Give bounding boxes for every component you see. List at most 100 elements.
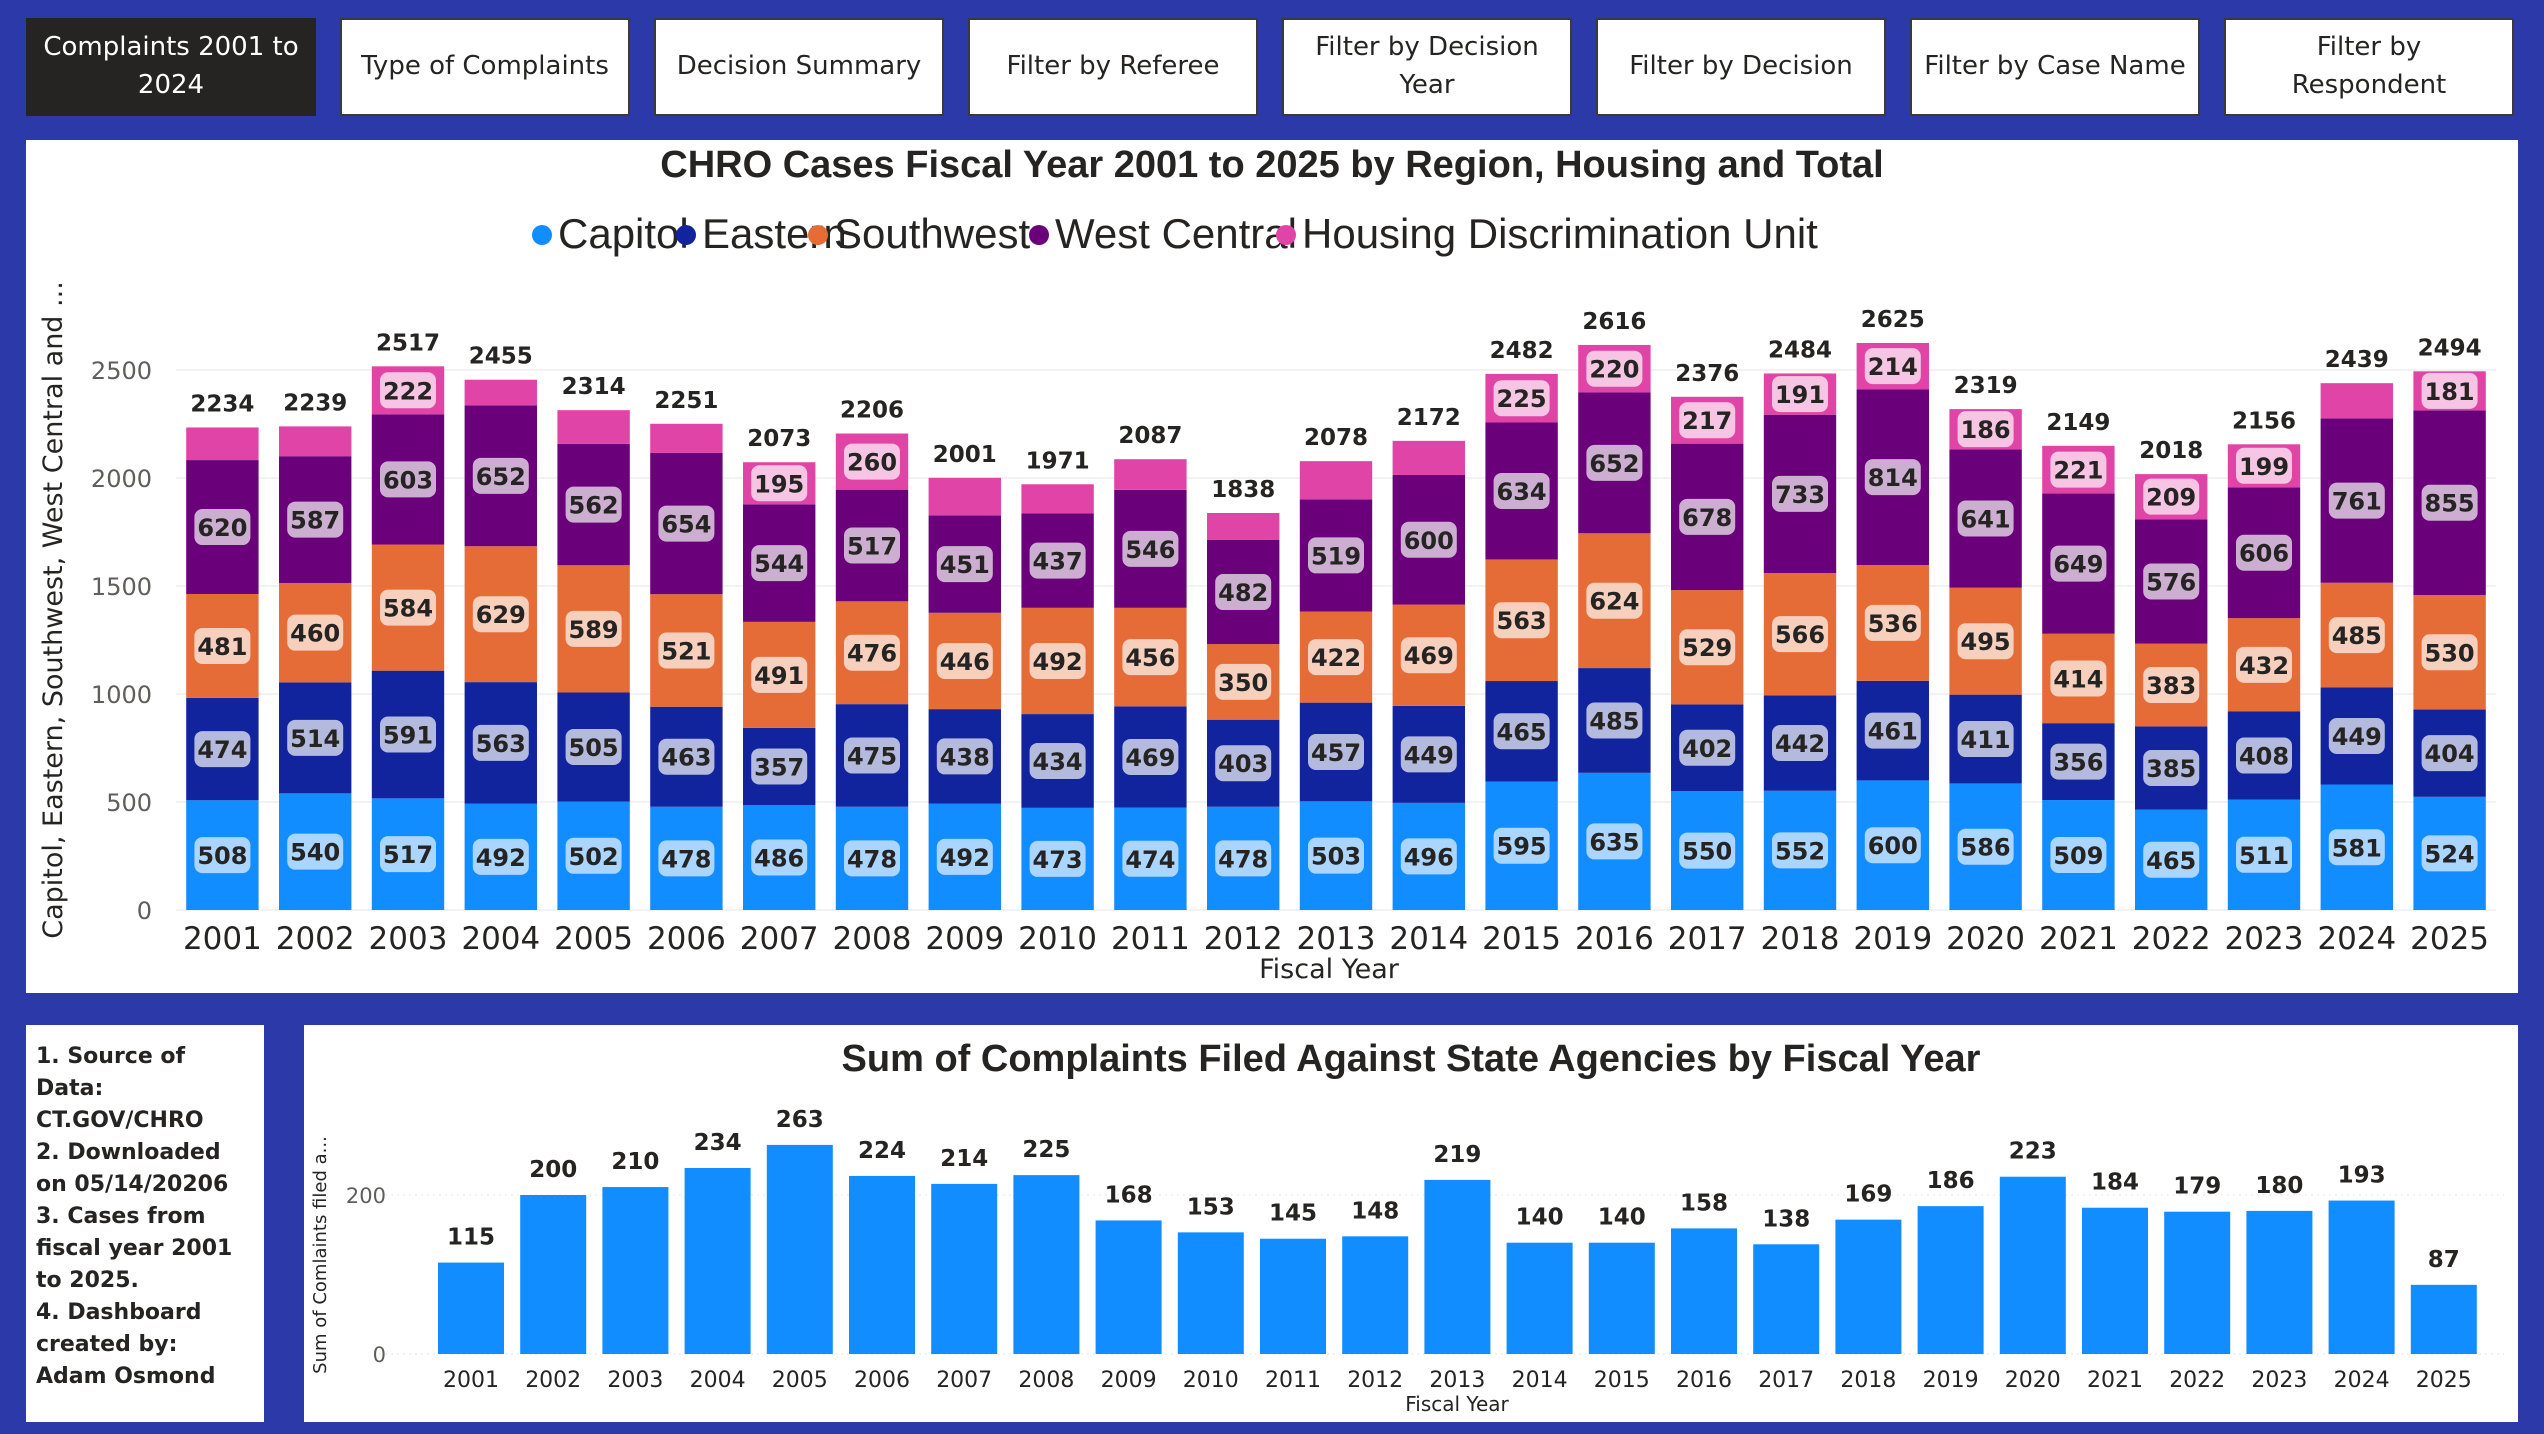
y-axis-label: Sum of Comlaints filed a...	[310, 1136, 331, 1374]
x-tick-label: 2017	[1758, 1368, 1814, 1393]
bar	[2082, 1207, 2148, 1354]
data-label: 402	[1682, 735, 1732, 763]
data-label: 260	[847, 449, 897, 477]
nav-button-complaints-2001-to-2024[interactable]: Complaints 2001 to 2024	[26, 18, 316, 116]
total-label: 2517	[376, 330, 440, 356]
data-label-background	[751, 545, 808, 582]
legend-marker-eastern	[676, 225, 696, 245]
data-label-background	[2236, 836, 2292, 873]
note-line: 3. Cases from fiscal year 2001 to 2025.	[36, 1204, 233, 1293]
nav-button-filter-by-decision-year[interactable]: Filter by Decision Year	[1282, 18, 1572, 116]
data-label-background	[1957, 721, 2014, 758]
total-label: 2073	[747, 426, 811, 452]
data-label: 496	[1404, 843, 1454, 871]
bar	[1671, 1228, 1737, 1354]
data-label-background	[2421, 484, 2478, 521]
data-label: 581	[2332, 834, 2382, 862]
x-tick-label: 2012	[1347, 1368, 1403, 1393]
data-label: 217	[1682, 407, 1732, 435]
data-label-background	[2421, 835, 2478, 872]
bar	[520, 1195, 587, 1354]
total-label: 2001	[933, 442, 997, 468]
legend-label: Housing Discrimination Unit	[1302, 210, 1818, 257]
bar	[2246, 1210, 2313, 1354]
x-tick-label: 2011	[1111, 921, 1190, 957]
x-tick-label: 2009	[925, 921, 1004, 957]
data-label-background	[1215, 745, 1272, 782]
data-label: 634	[1497, 478, 1547, 506]
data-label: 509	[2053, 842, 2103, 870]
data-label: 521	[661, 637, 711, 665]
data-label-background	[565, 837, 622, 874]
bar-segment-housing-discrimination-unit	[186, 427, 259, 461]
data-label: 508	[197, 842, 247, 870]
bar	[1753, 1244, 1820, 1354]
data-label: 193	[2338, 1163, 2386, 1189]
data-label-background	[1772, 832, 1828, 869]
x-tick-label: 2017	[1668, 921, 1747, 957]
data-label: 544	[754, 550, 804, 578]
data-label-background	[936, 738, 993, 775]
data-label-background	[751, 748, 808, 785]
data-label-background	[1215, 663, 1272, 700]
data-label: 414	[2053, 665, 2103, 693]
nav-button-filter-by-referee[interactable]: Filter by Referee	[968, 18, 1258, 116]
data-label: 620	[197, 514, 247, 542]
data-label-background	[1586, 702, 1643, 739]
x-tick-label: 2002	[525, 1368, 581, 1393]
data-label-background	[287, 501, 344, 538]
data-label: 511	[2239, 842, 2289, 870]
data-label-background	[1772, 475, 1828, 512]
data-label-background	[1586, 350, 1643, 387]
data-label-background	[2143, 841, 2200, 878]
data-label: 223	[2009, 1139, 2057, 1165]
x-tick-label: 2008	[1018, 1368, 1074, 1393]
data-label-background	[194, 837, 251, 874]
nav-bar: Complaints 2001 to 2024 Type of Complaint…	[26, 18, 2518, 116]
bar	[1177, 1232, 1244, 1354]
x-tick-label: 2015	[1594, 1368, 1650, 1393]
data-label: 169	[1844, 1182, 1892, 1208]
total-label: 2314	[562, 374, 626, 400]
data-label: 411	[1961, 726, 2011, 754]
data-label-background	[380, 836, 436, 873]
bar	[1588, 1242, 1655, 1354]
bar	[849, 1175, 915, 1354]
x-tick-label: 2007	[936, 1368, 992, 1393]
x-tick-label: 2001	[183, 921, 262, 957]
x-tick-label: 2016	[1676, 1368, 1732, 1393]
total-label: 1838	[1211, 477, 1275, 503]
bar	[1506, 1242, 1573, 1354]
data-label-background	[1400, 521, 1457, 558]
data-label-background	[380, 372, 436, 409]
x-tick-label: 2015	[1482, 921, 1561, 957]
data-label-background	[1586, 823, 1643, 860]
y-tick-label: 1500	[91, 573, 152, 601]
nav-button-decision-summary[interactable]: Decision Summary	[654, 18, 944, 116]
x-tick-label: 2016	[1575, 921, 1654, 957]
data-label-background	[1308, 837, 1364, 874]
nav-button-type-of-complaints[interactable]: Type of Complaints	[340, 18, 630, 116]
data-label-background	[2421, 372, 2478, 409]
data-label-background	[936, 838, 993, 875]
data-label-background	[1679, 729, 1736, 766]
nav-button-filter-by-decision[interactable]: Filter by Decision	[1596, 18, 1886, 116]
nav-button-filter-by-respondent[interactable]: Filter by Respondent	[2224, 18, 2514, 116]
note-line: 2. Downloaded on 05/14/20206	[36, 1140, 229, 1197]
data-label-background	[1122, 530, 1179, 567]
data-label-background	[1493, 827, 1550, 864]
data-label: 517	[383, 841, 433, 869]
bar-segment-housing-discrimination-unit	[557, 410, 630, 444]
data-label: 478	[847, 845, 897, 873]
data-label-background	[2143, 478, 2200, 515]
nav-button-filter-by-case-name[interactable]: Filter by Case Name	[1910, 18, 2200, 116]
data-label: 210	[611, 1149, 659, 1175]
data-label-background	[844, 737, 900, 774]
data-label-background	[1772, 616, 1828, 653]
data-label: 563	[1497, 607, 1547, 635]
data-label: 478	[661, 845, 711, 873]
x-tick-label: 2007	[740, 921, 819, 957]
data-label-background	[658, 505, 715, 542]
data-label: 403	[1218, 750, 1268, 778]
data-label: 552	[1775, 837, 1825, 865]
